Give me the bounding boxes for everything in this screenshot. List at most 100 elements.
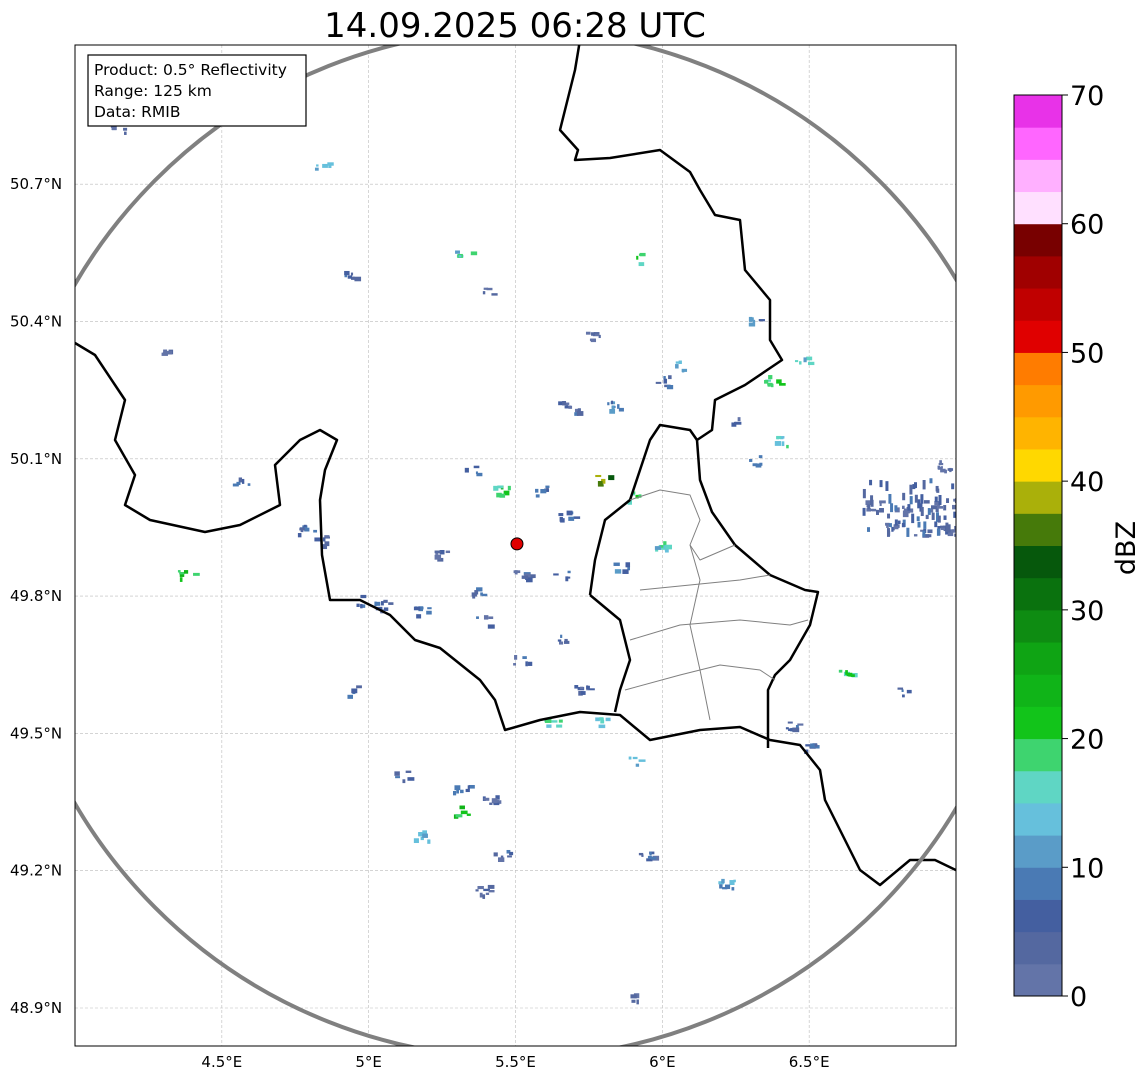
echo-band-cell [951, 483, 955, 490]
colorbar-band [1014, 481, 1062, 514]
border-belgium-east [558, 45, 820, 748]
echo-band-cell [907, 504, 911, 511]
x-tick-label: 6°E [649, 1053, 676, 1071]
colorbar-band [1014, 770, 1062, 804]
echo-band-cell [909, 496, 913, 505]
echo-cell [177, 570, 200, 582]
echo-band-cell [901, 522, 905, 528]
colorbar-band [1014, 609, 1062, 643]
echo-band-cell [916, 516, 920, 522]
x-tick-label: 5°E [355, 1053, 382, 1071]
echo-cell [476, 615, 495, 629]
colorbar-band [1014, 223, 1062, 257]
echo-cell [297, 524, 318, 538]
echo-cell [344, 270, 362, 282]
reflectivity-echoes [110, 122, 956, 1005]
colorbar-band [1014, 159, 1062, 193]
colorbar-band [1014, 320, 1062, 353]
echo-band-cell [929, 478, 933, 484]
colorbar-band [1014, 95, 1062, 128]
y-axis-ticks: 50.7°N 50.4°N 50.1°N 49.8°N 49.5°N 49.2°N 48.9… [10, 175, 62, 1017]
info-range: Range: 125 km [94, 82, 212, 100]
colorbar-band [1014, 642, 1062, 675]
y-tick-label: 49.5°N [10, 724, 62, 742]
echo-cell [455, 250, 478, 258]
radar-site-marker [510, 537, 524, 551]
border-france [75, 341, 956, 887]
echo-band-cell [934, 496, 938, 502]
region-border [624, 664, 776, 691]
echo-band-cell [887, 513, 891, 519]
colorbar-band [1014, 127, 1062, 160]
colorbar-band [1014, 931, 1062, 965]
colorbar-band [1014, 577, 1062, 611]
echo-cell [885, 520, 901, 532]
echo-cell [513, 655, 533, 667]
colorbar-band [1014, 545, 1062, 579]
echo-band-cell [862, 488, 866, 499]
colorbar-band [1014, 738, 1062, 772]
echo-cell [482, 287, 498, 296]
echo-cell [785, 721, 804, 733]
echo-cell [718, 878, 736, 891]
echo-band-cell [946, 498, 950, 503]
info-box: Product: 0.5° Reflectivity Range: 125 km… [87, 54, 307, 127]
echo-band-cell [937, 515, 941, 523]
echo-cell [471, 587, 488, 599]
echo-band-cell [947, 524, 951, 533]
echo-band-cell [912, 484, 916, 490]
echo-band-cell [935, 512, 939, 522]
echo-band-cell [934, 521, 938, 528]
echo-cell [314, 162, 334, 171]
echo-band-cell [920, 506, 924, 517]
echo-band-cell [886, 528, 890, 537]
echo-band-cell [862, 507, 866, 516]
x-tick-label: 6.5°E [789, 1053, 830, 1071]
echo-cell [161, 349, 174, 356]
chart-title: 14.09.2025 06:28 UTC [324, 6, 706, 46]
colorbar-tick-label: 70 [1070, 81, 1104, 112]
echo-band-cell [902, 492, 906, 501]
echo-band-cell [909, 484, 913, 495]
region-border [629, 489, 736, 561]
colorbar-tick-label: 60 [1070, 210, 1104, 241]
echo-band-cell [923, 521, 927, 529]
echo-cell [482, 795, 502, 806]
echo-cell [535, 485, 550, 498]
echo-cell [595, 717, 611, 729]
echo-band-cell [920, 494, 924, 504]
border-luxembourg-south [589, 594, 632, 713]
echo-cell [434, 549, 451, 562]
echo-cell [613, 562, 631, 574]
echo-band-cell [917, 521, 921, 528]
colorbar-band [1014, 674, 1062, 707]
echo-band-cell [943, 515, 947, 520]
y-tick-label: 50.4°N [10, 312, 62, 330]
echo-cell [774, 435, 789, 449]
echo-cell [464, 465, 483, 477]
plot-frame [74, 44, 957, 1047]
echo-band-cell [914, 494, 918, 503]
echo-band-cell [922, 480, 926, 490]
info-data-source: Data: RMIB [94, 103, 181, 121]
echo-band-cell [906, 527, 910, 537]
echo-cell [952, 498, 956, 510]
colorbar-band [1014, 384, 1062, 418]
region-border [639, 574, 771, 591]
echo-band-cell [927, 508, 931, 515]
echo-cell [675, 360, 688, 373]
echo-band-cell [925, 514, 929, 520]
echo-band-cell [867, 527, 871, 532]
echo-cell [475, 884, 495, 899]
echo-cell [314, 535, 330, 550]
echo-cell [356, 594, 367, 609]
colorbar-tick-label: 0 [1070, 982, 1087, 1013]
y-tick-label: 49.8°N [10, 587, 62, 605]
echo-band-cell [931, 512, 935, 520]
echo-band-cell [936, 528, 940, 536]
x-axis-ticks: 4.5°E 5°E 5.5°E 6°E 6.5°E [201, 1053, 829, 1071]
colorbar-band [1014, 255, 1062, 289]
echo-cell [627, 491, 642, 505]
echo-band-cell [914, 482, 918, 489]
